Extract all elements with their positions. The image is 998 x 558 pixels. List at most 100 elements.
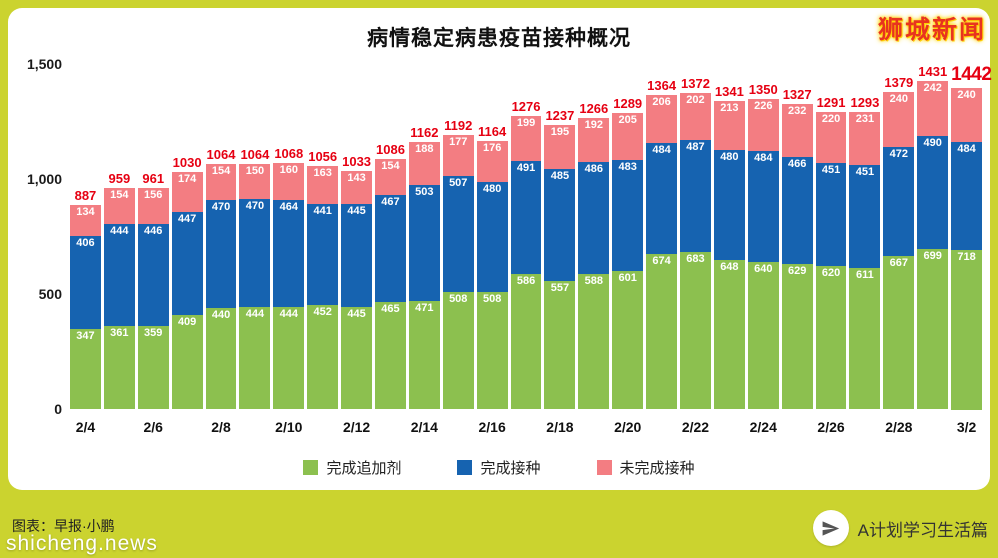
bar-value-label: 359 [144, 327, 163, 340]
bar-total-label: 1293 [850, 94, 880, 110]
bar-value-label: 361 [110, 326, 129, 339]
bar-segment-vaccination-done: 487 [680, 139, 711, 252]
bar-column: 1064 150 470 444 [239, 64, 271, 435]
legend-swatch [457, 460, 473, 475]
y-tick-label: 500 [38, 286, 62, 302]
bar-segment-vaccination-incomplete: 231 [849, 111, 881, 165]
bar-value-label: 466 [787, 158, 807, 171]
bar-segment-vaccination-incomplete: 160 [273, 163, 305, 201]
bar-value-label: 484 [754, 151, 773, 164]
bar-value-label: 150 [245, 165, 265, 178]
x-tick-label: 3/2 [956, 419, 977, 435]
x-tick-label: 2/14 [410, 419, 438, 435]
bar-total-label: 1442 [951, 64, 992, 85]
bar-segment-vaccination-incomplete: 202 [680, 93, 711, 140]
bar-value-label: 465 [381, 303, 400, 316]
bar-column: 1289 205 483 601 2/20 [612, 64, 644, 435]
credit-text: 图表：早报·小鹏 [12, 518, 115, 534]
bar-segment-vaccination-incomplete: 154 [375, 159, 406, 195]
bar-segment-booster-done: 601 [612, 270, 644, 409]
bar-value-label: 188 [415, 142, 434, 155]
bar-value-label: 601 [618, 271, 637, 284]
bar-value-label: 507 [449, 176, 468, 189]
legend-swatch [303, 460, 319, 475]
x-tick-label [443, 409, 474, 435]
bar-segment-booster-done: 508 [442, 292, 474, 409]
bar-segment-vaccination-done: 483 [612, 159, 644, 271]
legend-item: 完成追加剂 [303, 457, 401, 478]
x-tick-label: 2/8 [211, 419, 231, 435]
bar-segment-booster-done: 586 [510, 274, 542, 409]
bar-segment-vaccination-incomplete: 242 [917, 81, 949, 137]
bar-segment-vaccination-done: 503 [408, 184, 440, 301]
legend: 完成追加剂 完成接种 未完成接种 [8, 457, 990, 478]
bar-segment-booster-done: 347 [70, 329, 101, 409]
bar-total-label: 1379 [884, 74, 914, 90]
bar-segment-vaccination-done: 480 [476, 181, 508, 293]
bar-value-label: 485 [550, 170, 570, 183]
x-tick-label: 2/26 [817, 419, 845, 435]
bar-column: 959 154 444 361 [103, 64, 135, 435]
bar-total-label: 1289 [613, 95, 643, 111]
bar-total-label: 1164 [478, 124, 507, 140]
x-tick-label: 2/18 [546, 419, 574, 435]
bar-total-label: 1064 [206, 147, 236, 163]
bar-value-label: 406 [76, 236, 95, 249]
bar-value-label: 480 [720, 150, 739, 163]
bar-segment-vaccination-done: 444 [103, 223, 135, 326]
bar-total-label: 1086 [376, 142, 405, 158]
bar-column: 1266 192 486 588 [578, 64, 610, 435]
bar-value-label: 226 [754, 99, 773, 112]
bar-segment-vaccination-incomplete: 240 [951, 88, 983, 142]
bar-total-label: 1237 [545, 107, 575, 123]
y-axis: 0 500 1,000 1,500 [18, 56, 70, 417]
bar-value-label: 134 [76, 206, 95, 219]
bar-value-label: 674 [652, 254, 671, 267]
bar-segment-vaccination-done: 447 [171, 212, 203, 315]
bar-value-label: 480 [482, 182, 502, 195]
bar-segment-vaccination-incomplete: 195 [544, 124, 576, 170]
bar-value-label: 611 [856, 269, 874, 282]
bar-value-label: 470 [245, 199, 265, 212]
bar-column: 1030 174 447 409 [171, 64, 203, 435]
bar-segment-vaccination-incomplete: 192 [578, 117, 610, 162]
bar-total-label: 1372 [681, 76, 710, 92]
bar-column: 1379 240 472 667 2/28 [883, 64, 915, 435]
chart-panel: 病情稳定病患疫苗接种概况 0 500 1,000 1,500 887 134 406 347… [8, 8, 992, 490]
bar-segment-booster-done: 440 [205, 307, 237, 409]
x-tick-label: 2/10 [275, 419, 303, 435]
bar-segment-vaccination-incomplete: 240 [883, 91, 915, 148]
bars-area: 887 134 406 347 2/4 959 154 444 361 961 156 446 359 2… [70, 64, 992, 435]
bar-segment-booster-done: 465 [375, 302, 406, 409]
bar-segment-booster-done: 361 [103, 325, 135, 409]
legend-label: 完成接种 [480, 460, 541, 477]
bar-total-label: 1364 [647, 78, 677, 94]
legend-label: 完成追加剂 [326, 460, 402, 477]
bar-segment-vaccination-incomplete: 143 [341, 171, 373, 205]
bar-segment-vaccination-done: 467 [375, 194, 406, 303]
bar-value-label: 231 [855, 112, 875, 125]
bar-value-label: 441 [313, 204, 332, 217]
bar-value-label: 683 [686, 252, 705, 265]
x-tick-label [578, 409, 609, 435]
bar-value-label: 156 [144, 188, 163, 201]
bar-segment-vaccination-incomplete: 188 [408, 141, 440, 185]
bar-value-label: 154 [381, 160, 400, 173]
bar-column: 1164 176 480 508 2/16 [476, 64, 508, 435]
bar-value-label: 206 [652, 96, 671, 109]
bar-total-label: 1068 [274, 146, 304, 162]
bar-value-label: 620 [821, 267, 841, 280]
bar-value-label: 163 [313, 167, 332, 180]
bar-value-label: 199 [516, 116, 536, 129]
bar-segment-vaccination-done: 441 [307, 203, 339, 306]
bar-value-label: 503 [415, 185, 434, 198]
bar-segment-booster-done: 611 [849, 268, 881, 409]
bar-column: 1341 213 480 648 [713, 64, 745, 435]
bar-segment-vaccination-incomplete: 199 [510, 115, 542, 162]
bar-segment-vaccination-done: 491 [510, 161, 542, 275]
x-tick-label [917, 409, 948, 435]
bar-column: 1162 188 503 471 2/14 [408, 64, 440, 435]
bar-segment-vaccination-done: 507 [442, 175, 474, 293]
bar-value-label: 154 [110, 189, 129, 202]
bar-segment-vaccination-done: 484 [646, 142, 678, 254]
